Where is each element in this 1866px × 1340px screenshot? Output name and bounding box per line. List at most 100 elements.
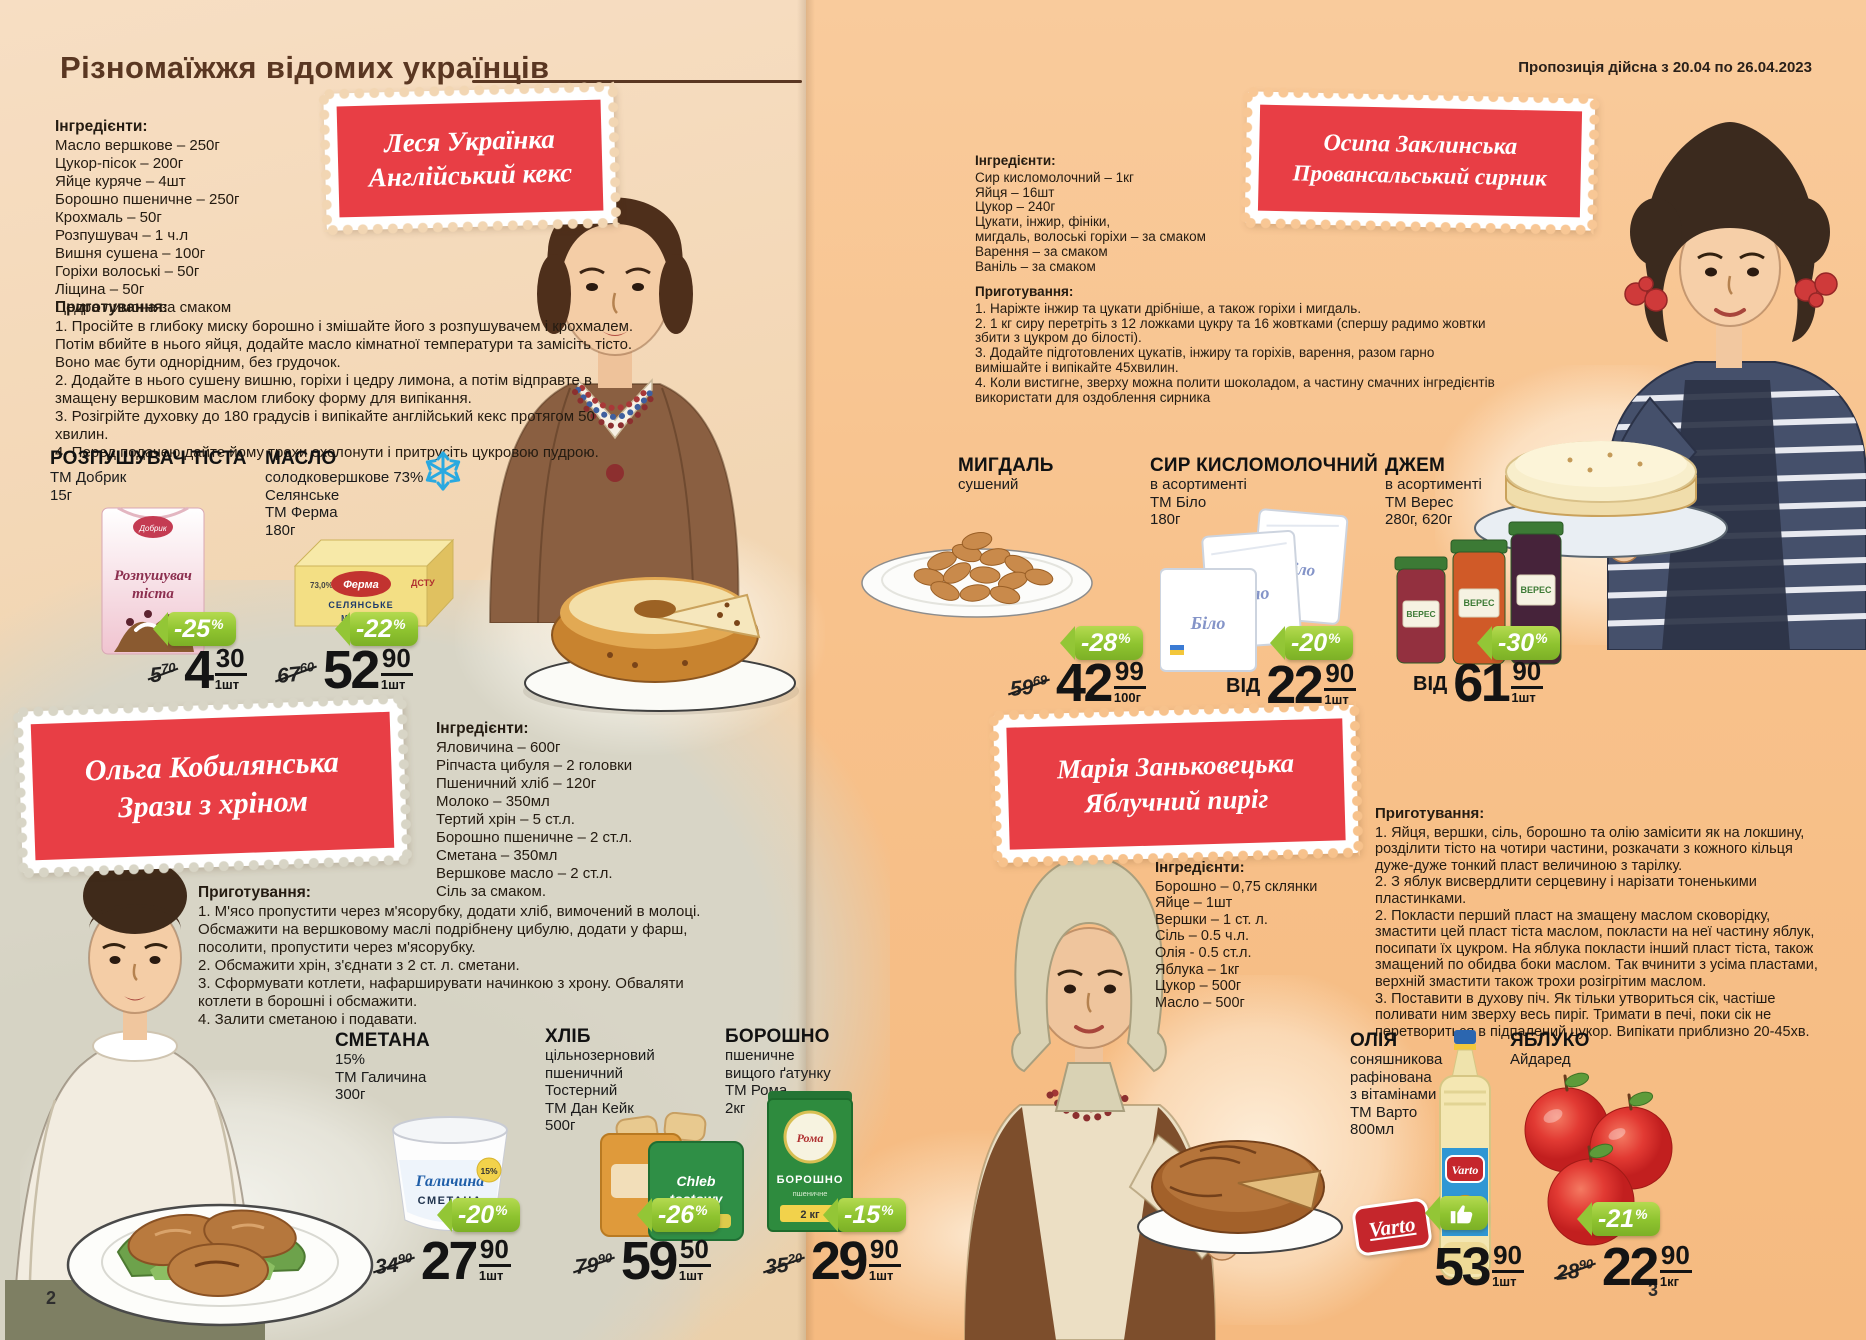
product-smetana: СМЕТАНА 15% ТМ Галичина 300г Галичина СМ… bbox=[335, 1030, 555, 1310]
discount-badge: -20% bbox=[437, 1198, 520, 1232]
preparation-block-lesya: Приготування: 1. Просійте в глибоку миск… bbox=[55, 299, 651, 462]
product-name: ОЛІЯ bbox=[1350, 1030, 1398, 1051]
preparation-steps: 1. Яйця, вершки, сіль, борошно та олію з… bbox=[1375, 824, 1818, 1040]
varto-brand-logo: Varto bbox=[1350, 1196, 1434, 1258]
recipe-author: Марія Заньковецька bbox=[1056, 748, 1295, 785]
discount-badge: -21% bbox=[1577, 1202, 1660, 1236]
recipe-author: Ольга Кобилянська bbox=[84, 745, 340, 788]
preparation-heading: Приготування: bbox=[55, 299, 168, 316]
price-block: ВІД 22 90 1шт bbox=[1226, 654, 1357, 715]
ingredients-list: Сир кисломолочний – 1кг Яйця – 16шт Цуко… bbox=[975, 169, 1206, 274]
product-name: МИГДАЛЬ bbox=[958, 455, 1054, 476]
price-decimal: 90 bbox=[1659, 1242, 1692, 1273]
product-rozpushuvach: РОЗПУШУВАЧ ТІСТА ТМ Добрик 15г Добрик Ро… bbox=[50, 448, 275, 748]
svg-text:Галичина: Галичина bbox=[415, 1173, 485, 1190]
portrait-maria-zankovetska bbox=[870, 775, 1350, 1340]
product-description: в асортименті ТМ Верес 280г, 620г bbox=[1385, 476, 1482, 528]
price-block: 3520 29 90 1шт bbox=[764, 1230, 901, 1291]
product-oliya: ОЛІЯ соняшникова рафінована з вітамінами… bbox=[1350, 1030, 1530, 1310]
discount-badge: -20% bbox=[1270, 626, 1353, 660]
ingredients-heading: Інгредієнти: bbox=[975, 153, 1056, 168]
recipe-dish: Яблучний пиріг bbox=[1084, 782, 1269, 819]
product-description: в асортименті ТМ Біло 180г bbox=[1150, 476, 1247, 528]
price-block: 6760 52 90 1шт bbox=[275, 643, 413, 697]
price-from-label: ВІД bbox=[1226, 675, 1261, 697]
old-price: 6760 bbox=[275, 659, 315, 688]
discount-badge: -28% bbox=[1060, 626, 1143, 660]
product-description: сушений bbox=[958, 476, 1019, 493]
product-name: СИР КИСЛОМОЛОЧНИЙ bbox=[1150, 455, 1378, 476]
svg-text:тіста: тіста bbox=[132, 586, 174, 602]
promo-validity-text: Пропозиція дійсна з 20.04 по 26.04.2023 bbox=[1518, 59, 1812, 76]
svg-text:пшеничне: пшеничне bbox=[793, 1189, 828, 1198]
price-from-label: ВІД bbox=[1413, 673, 1448, 695]
ingredients-list: Яловичина – 600г Ріпчаста цибуля – 2 гол… bbox=[436, 739, 633, 900]
price-decimal: 50 bbox=[678, 1236, 711, 1267]
preparation-heading: Приготування: bbox=[198, 884, 311, 901]
svg-text:Рома: Рома bbox=[797, 1131, 824, 1145]
price-block: 570 4 30 1шт bbox=[149, 639, 247, 700]
price-decimal: 90 bbox=[1492, 1242, 1524, 1273]
price-block: 5969 42 99 100г bbox=[1008, 656, 1146, 710]
svg-text:73,0%: 73,0% bbox=[310, 581, 333, 590]
preparation-steps: 1. Наріжте інжир та цукати дрібніше, а т… bbox=[975, 300, 1495, 405]
price-integer: 29 bbox=[810, 1230, 869, 1291]
recommended-badge bbox=[1425, 1196, 1488, 1230]
product-image-almonds bbox=[857, 503, 1097, 630]
price-unit: 1шт bbox=[380, 677, 406, 692]
price-unit: 1шт bbox=[1511, 690, 1536, 705]
product-khlib: ХЛІБ цільнозерновий пшеничний Тостерний … bbox=[545, 1026, 765, 1311]
discount-badge: -15% bbox=[823, 1198, 906, 1232]
price-unit: 100г bbox=[1113, 690, 1142, 705]
product-image-smetana: Галичина СМЕТАНА 15% bbox=[383, 1100, 518, 1245]
price-integer: 27 bbox=[420, 1230, 479, 1291]
old-price: 5969 bbox=[1008, 672, 1048, 701]
product-description: пшеничне вищого ґатунку ТМ Рома 2кг bbox=[725, 1047, 831, 1117]
svg-text:Розпушувач: Розпушувач bbox=[114, 568, 192, 584]
ingredients-block-olha: Інгредієнти: Яловичина – 600г Ріпчаста ц… bbox=[436, 720, 781, 901]
page-number-right: 3 bbox=[1648, 1280, 1659, 1300]
price-integer: 4 bbox=[184, 639, 214, 700]
discount-badge: -26% bbox=[637, 1198, 720, 1232]
price-decimal: 90 bbox=[1511, 658, 1544, 689]
svg-text:БОРОШНО: БОРОШНО bbox=[777, 1174, 844, 1186]
price-integer: 22 bbox=[1266, 654, 1324, 715]
price-integer: 22 bbox=[1601, 1236, 1660, 1297]
svg-text:Varto: Varto bbox=[1452, 1163, 1479, 1177]
page-number-left: 2 bbox=[46, 1288, 57, 1308]
svg-text:ВЕРЕС: ВЕРЕС bbox=[1520, 585, 1552, 595]
price-unit: 1кг bbox=[1659, 1274, 1680, 1289]
preparation-steps: 1. Просійте в глибоку миску борошно і зм… bbox=[55, 318, 634, 461]
english-cake-illustration bbox=[515, 545, 800, 720]
svg-text:15%: 15% bbox=[480, 1166, 497, 1176]
product-name: ЯБЛУКО bbox=[1510, 1030, 1590, 1051]
product-name: БОРОШНО bbox=[725, 1026, 830, 1047]
product-myhdal: МИГДАЛЬ сушений bbox=[855, 455, 1155, 725]
ingredients-list: Масло вершкове – 250г Цукор-пісок – 200г… bbox=[55, 137, 240, 316]
price-unit: 1шт bbox=[214, 677, 240, 692]
price-integer: 61 bbox=[1453, 652, 1511, 713]
product-description: цільнозерновий пшеничний Тостерний ТМ Да… bbox=[545, 1047, 655, 1134]
ingredients-block-maria: Інгредієнти: Борошно – 0,75 склянки Яйце… bbox=[1155, 859, 1395, 1011]
product-dzhem: ДЖЕМ в асортименті ТМ Верес 280г, 620г В… bbox=[1385, 455, 1620, 725]
recipe-author: Леся Українка bbox=[383, 123, 556, 159]
price-block: 2890 22 90 1кг bbox=[1555, 1236, 1692, 1297]
page-title: Різномаїжжя відомих українців bbox=[60, 50, 550, 85]
thumbs-up-icon bbox=[1450, 1205, 1473, 1224]
product-name: ХЛІБ bbox=[545, 1026, 591, 1047]
product-name: МАСЛО bbox=[265, 448, 337, 469]
price-block: 53 90 1шт bbox=[1434, 1240, 1524, 1294]
price-decimal: 90 bbox=[478, 1236, 511, 1267]
old-price: 7990 bbox=[573, 1250, 613, 1279]
ingredients-heading: Інгредієнти: bbox=[55, 118, 148, 135]
recipe-stamp-maria: Марія Заньковецька Яблучний пиріг bbox=[987, 699, 1365, 869]
price-block: ВІД 61 90 1шт bbox=[1413, 652, 1544, 713]
price-decimal: 99 bbox=[1113, 658, 1146, 689]
svg-text:СЕЛЯНСЬКЕ: СЕЛЯНСЬКЕ bbox=[328, 600, 393, 610]
page-fold-shadow bbox=[797, 0, 815, 1340]
svg-text:ВЕРЕС: ВЕРЕС bbox=[1463, 598, 1495, 608]
ingredients-list: Борошно – 0,75 склянки Яйце – 1шт Вершки… bbox=[1155, 878, 1318, 1011]
price-unit: 1шт bbox=[1492, 1274, 1517, 1289]
preparation-heading: Приготування: bbox=[1375, 805, 1485, 822]
